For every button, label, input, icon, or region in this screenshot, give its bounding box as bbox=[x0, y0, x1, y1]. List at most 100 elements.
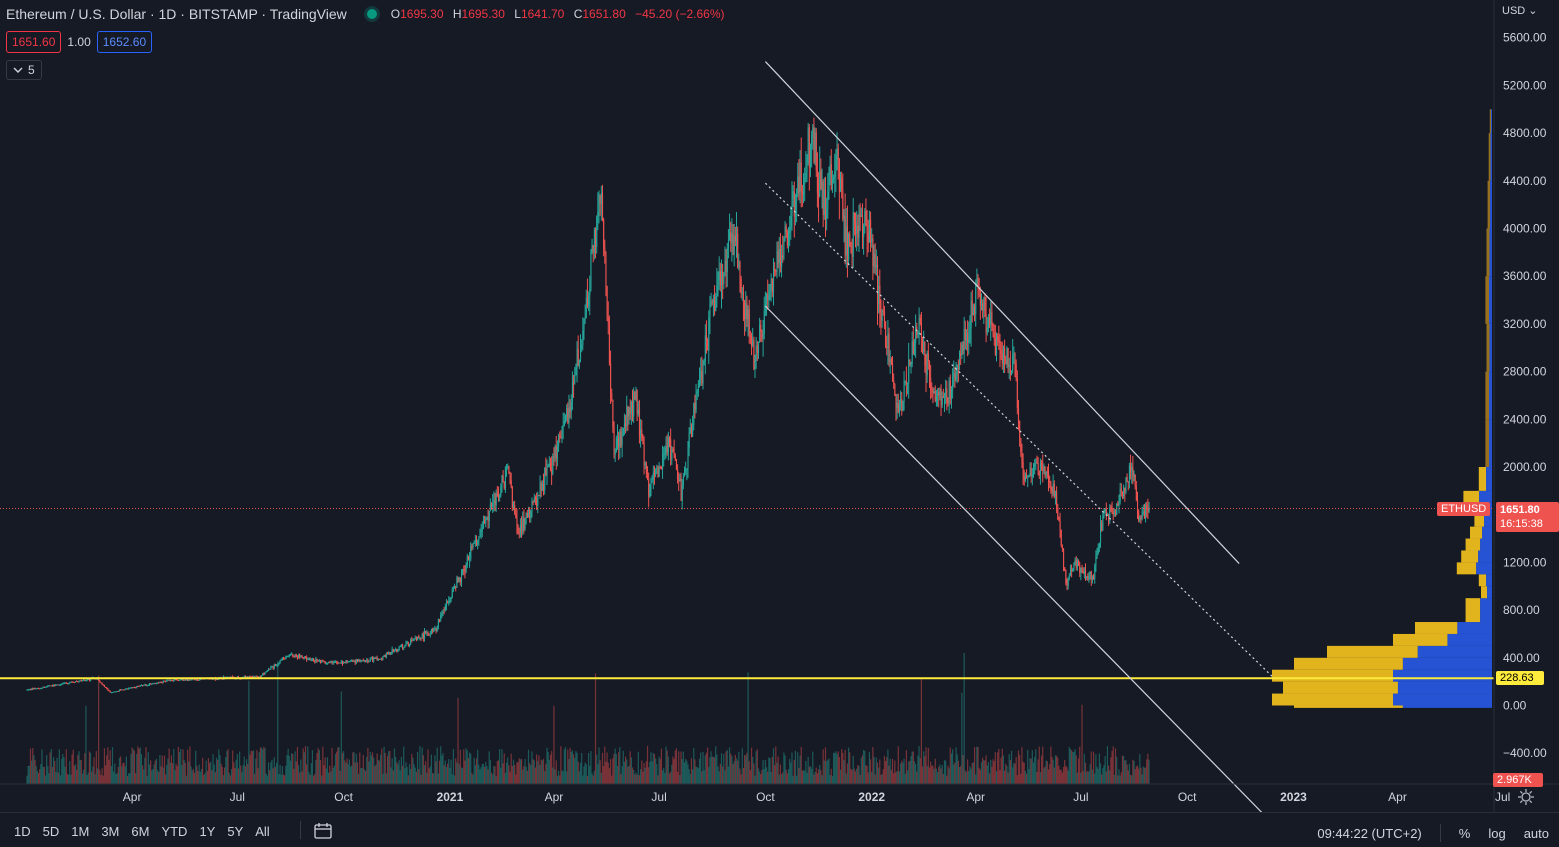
volume-bar bbox=[1109, 770, 1111, 784]
price-tick-label: 5200.00 bbox=[1503, 78, 1547, 92]
volume-bar bbox=[832, 752, 835, 784]
volume-bar bbox=[562, 770, 564, 784]
volume-bar bbox=[158, 771, 160, 784]
volume-bar bbox=[245, 759, 248, 784]
volume-bar bbox=[726, 750, 728, 784]
symbol-title[interactable]: Ethereum / U.S. Dollar · 1D · BITSTAMP ·… bbox=[6, 6, 347, 22]
volume-bar bbox=[744, 754, 746, 784]
volume-bar bbox=[997, 752, 999, 784]
volume-bar bbox=[343, 750, 345, 784]
channel-lower-line[interactable] bbox=[764, 305, 1273, 812]
chart-pane[interactable] bbox=[0, 0, 1494, 784]
volume-bar bbox=[1139, 754, 1141, 784]
candle-body bbox=[324, 661, 326, 664]
volume-bar bbox=[694, 759, 696, 784]
volume-bar bbox=[1124, 760, 1126, 784]
candle-body bbox=[848, 234, 850, 261]
volume-bar bbox=[233, 762, 235, 784]
clock-timezone[interactable]: 09:44:22 (UTC+2) bbox=[1317, 825, 1422, 841]
go-to-date-icon[interactable] bbox=[314, 823, 332, 839]
range-button-1m[interactable]: 1M bbox=[71, 824, 90, 839]
candle-body bbox=[65, 682, 67, 684]
volume-bar bbox=[109, 750, 111, 784]
channel-upper-line[interactable] bbox=[764, 61, 1240, 565]
candle-body bbox=[586, 297, 589, 306]
volume-bar bbox=[1029, 758, 1031, 784]
volume-profile-row bbox=[1393, 633, 1448, 646]
volume-bar bbox=[734, 754, 736, 784]
volume-bar bbox=[1051, 756, 1053, 784]
volume-bar bbox=[926, 765, 928, 784]
candle-body bbox=[1111, 507, 1113, 513]
candle-body bbox=[807, 127, 809, 163]
volume-bar bbox=[135, 773, 137, 784]
candle-body bbox=[195, 679, 197, 681]
range-button-1y[interactable]: 1Y bbox=[199, 824, 216, 839]
candle-body bbox=[1023, 476, 1025, 481]
volume-bar bbox=[841, 749, 843, 784]
candle-body bbox=[786, 232, 788, 246]
range-button-6m[interactable]: 6M bbox=[131, 824, 150, 839]
volume-bar bbox=[874, 774, 876, 784]
candle-body bbox=[1026, 474, 1028, 477]
volume-bar bbox=[1014, 763, 1016, 784]
price-chart[interactable]: 5600.005200.004800.004400.004000.003600.… bbox=[0, 0, 1559, 812]
candle-body bbox=[470, 546, 472, 559]
volume-profile-row bbox=[1294, 657, 1403, 670]
candle-body bbox=[80, 680, 82, 682]
candle-body bbox=[179, 679, 181, 681]
channel-mid-line[interactable] bbox=[764, 182, 1275, 679]
volume-bar bbox=[312, 775, 315, 784]
volume-bar bbox=[1117, 775, 1119, 784]
volume-bar bbox=[883, 755, 886, 784]
volume-bar bbox=[1012, 767, 1014, 784]
auto-scale-button[interactable]: auto bbox=[1523, 825, 1549, 841]
volume-bar bbox=[1010, 750, 1013, 784]
candle-body bbox=[320, 660, 322, 663]
candle-body bbox=[1140, 516, 1142, 519]
volume-bar bbox=[1000, 757, 1002, 784]
candle-body bbox=[321, 660, 323, 663]
volume-profile-row bbox=[1456, 562, 1477, 575]
volume-profile-row bbox=[1489, 371, 1492, 420]
gear-icon[interactable] bbox=[1517, 788, 1535, 806]
candle-body bbox=[926, 352, 928, 376]
candle-body bbox=[690, 427, 693, 437]
drawings[interactable] bbox=[0, 61, 1494, 812]
range-button-1d[interactable]: 1D bbox=[14, 824, 31, 839]
range-button-5d[interactable]: 5D bbox=[42, 824, 60, 839]
buy-button[interactable]: 1652.60 bbox=[96, 31, 153, 53]
range-button-ytd[interactable]: YTD bbox=[161, 824, 188, 839]
candles bbox=[26, 117, 1150, 694]
sell-button[interactable]: 1651.60 bbox=[6, 31, 62, 53]
volume-bar bbox=[453, 775, 456, 784]
volume-bar bbox=[631, 767, 634, 784]
currency-selector[interactable]: USD ⌄ bbox=[1502, 5, 1538, 17]
volume-bar bbox=[362, 755, 364, 784]
candle-body bbox=[965, 333, 968, 341]
volume-bar bbox=[991, 766, 993, 784]
volume-bar bbox=[569, 747, 571, 784]
candle-body bbox=[573, 382, 575, 384]
percent-scale-button[interactable]: % bbox=[1458, 825, 1471, 841]
volume-bar bbox=[66, 774, 69, 784]
candle-body bbox=[619, 431, 621, 448]
indicators-toggle[interactable]: 5 bbox=[6, 60, 42, 80]
volume-bar bbox=[338, 746, 340, 784]
candle-body bbox=[834, 171, 836, 178]
market-status-icon[interactable] bbox=[366, 9, 377, 19]
volume-bar bbox=[903, 758, 905, 784]
range-button-5y[interactable]: 5Y bbox=[227, 824, 244, 839]
range-button-3m[interactable]: 3M bbox=[101, 824, 120, 839]
log-scale-button[interactable]: log bbox=[1488, 825, 1506, 841]
candle-body bbox=[831, 179, 834, 190]
range-button-all[interactable]: All bbox=[255, 824, 270, 839]
candle-body bbox=[1069, 569, 1072, 576]
volume-bar bbox=[649, 761, 651, 784]
price-axis[interactable]: 5600.005200.004800.004400.004000.003600.… bbox=[1503, 31, 1547, 761]
volume-bar bbox=[411, 753, 413, 784]
candle-body bbox=[523, 518, 525, 529]
volume-bar bbox=[351, 765, 353, 784]
candle-body bbox=[1000, 349, 1002, 354]
time-axis[interactable]: Apr Jul Oct 2021 Apr Jul Oct 2022 Apr Jul Oct 2023 A… bbox=[123, 790, 1511, 804]
